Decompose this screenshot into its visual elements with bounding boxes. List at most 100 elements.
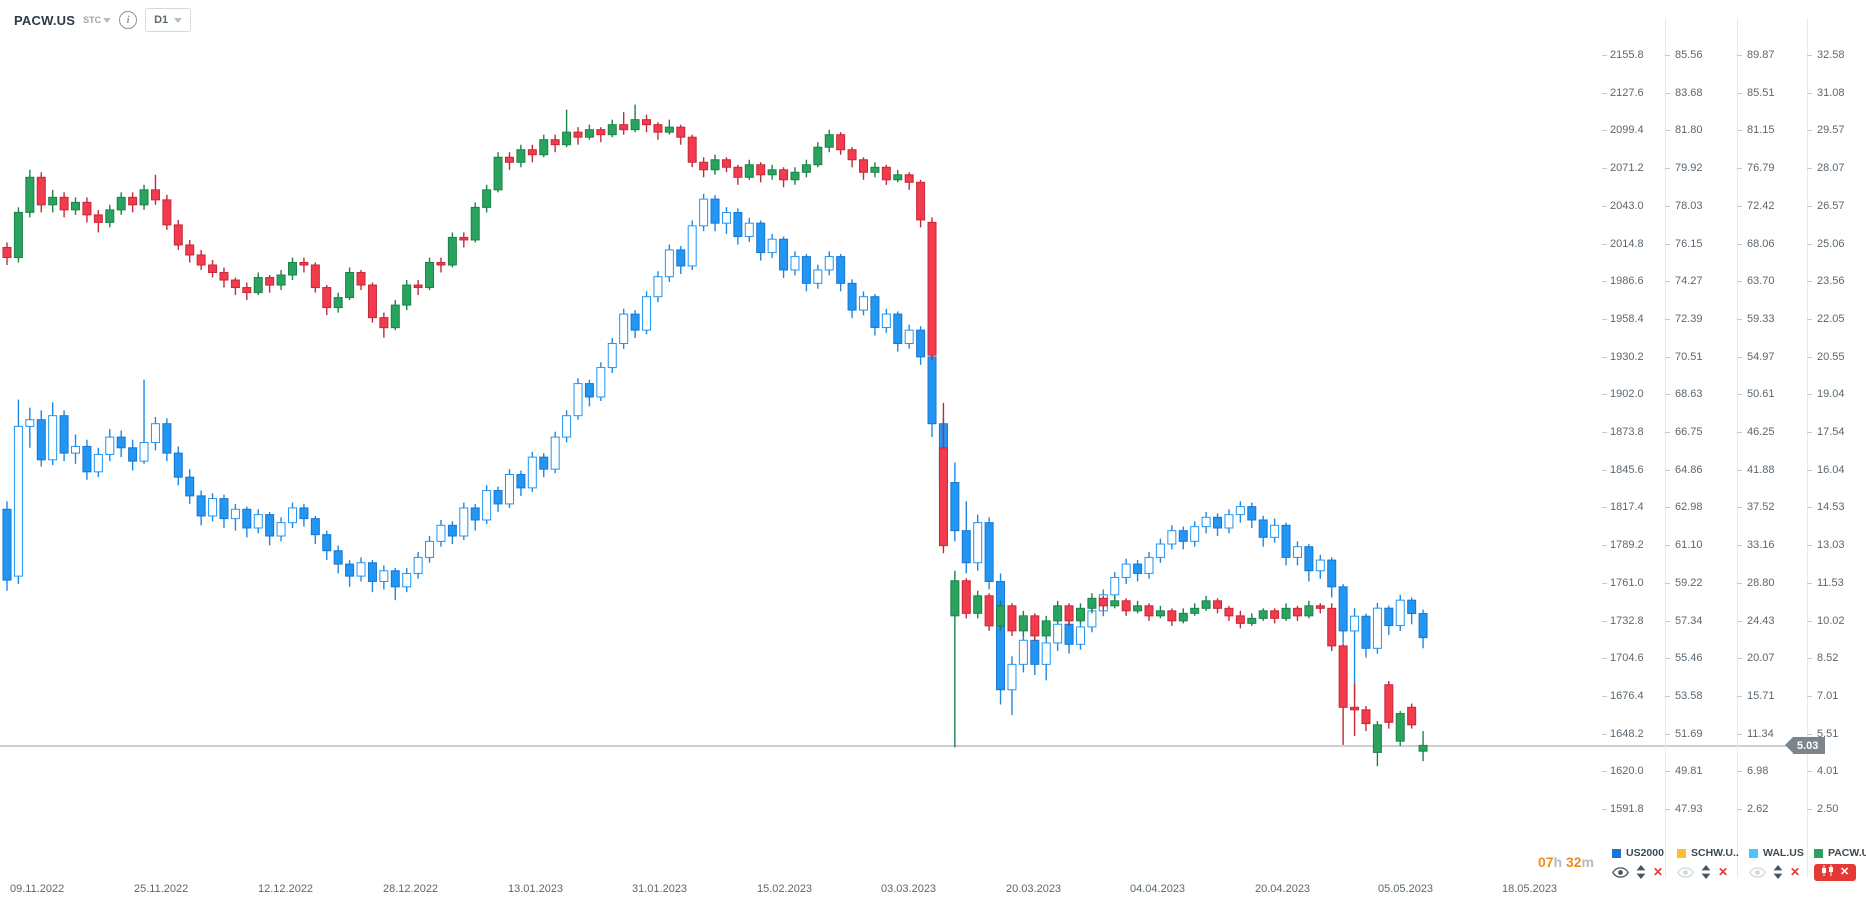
price-tick-mark [1602, 545, 1607, 547]
price-tick-label-wal: 85.51 [1747, 86, 1775, 99]
date-label: 20.04.2023 [1255, 883, 1311, 895]
candle-body [1270, 524, 1280, 538]
legend-item-schwu: SCHW.U.. ✕ [1677, 846, 1739, 880]
price-tick-mark [1737, 695, 1742, 697]
candle-body [676, 249, 686, 267]
scale-sort-icon[interactable] [1773, 865, 1783, 879]
candle-body [1281, 607, 1291, 619]
chart-header: PACW.US STC i D1 [14, 7, 192, 33]
candle-body [1224, 607, 1234, 617]
interval-dropdown[interactable]: D1 [145, 8, 192, 32]
candle-body [436, 524, 446, 542]
price-tick-label-wal: 68.06 [1747, 237, 1775, 250]
candle-body [1064, 605, 1074, 622]
remove-series-icon[interactable]: ✕ [1718, 865, 1729, 879]
candle-body [128, 196, 138, 206]
price-tick-mark [1807, 658, 1812, 660]
candle-body [710, 159, 720, 171]
price-tick-mark [1602, 92, 1607, 94]
price-tick-mark [1737, 55, 1742, 56]
price-tick-label-us2000: 1986.6 [1610, 275, 1644, 288]
price-tick-mark [1737, 545, 1742, 547]
candle-body [310, 264, 320, 289]
price-tick-mark [1737, 356, 1742, 358]
candle-body [139, 441, 149, 462]
price-tick-mark [1737, 281, 1742, 283]
visibility-eye-icon[interactable] [1677, 866, 1694, 879]
candle-body [996, 580, 1006, 691]
visibility-eye-icon[interactable] [1749, 866, 1766, 879]
candle-body [447, 524, 457, 537]
price-tick-mark [1602, 130, 1607, 132]
price-tick-mark [1602, 695, 1607, 697]
price-tick-mark [1807, 55, 1812, 56]
price-tick-label-wal: 89.87 [1747, 49, 1775, 61]
legend-item-controls: ✕ [1814, 863, 1866, 881]
price-tick-mark [1602, 620, 1607, 622]
candle-body [1167, 530, 1177, 545]
candle-body [459, 507, 469, 537]
candle-body [196, 254, 206, 266]
candle-body [25, 176, 35, 213]
price-tick-label-schw: 55.46 [1675, 652, 1703, 665]
candle-body [13, 425, 23, 577]
date-label: 20.03.2023 [1006, 883, 1062, 895]
price-tick-mark [1602, 582, 1607, 584]
candle-body [36, 176, 46, 206]
candle-body [425, 540, 435, 558]
date-label: 04.04.2023 [1130, 883, 1186, 895]
price-tick-label-pacw: 20.55 [1817, 350, 1845, 363]
main-symbol-badge[interactable]: ✕ [1814, 863, 1857, 881]
timer-minutes: 32 [1565, 854, 1582, 870]
candle-body [938, 447, 948, 547]
price-tick-label-pacw: 23.56 [1817, 275, 1845, 288]
candle-body [1304, 605, 1314, 617]
candle-body [322, 534, 332, 552]
price-tick-label-pacw: 19.04 [1817, 388, 1845, 401]
candle-body [721, 159, 731, 168]
legend-item-header: SCHW.U.. [1677, 846, 1739, 860]
candle-body [482, 189, 492, 208]
info-icon[interactable]: i [119, 11, 138, 29]
candle-body [219, 498, 229, 520]
candle-body [93, 214, 103, 223]
price-tick-label-schw: 61.10 [1675, 539, 1703, 552]
candle-body [973, 595, 983, 614]
date-label: 03.03.2023 [881, 883, 937, 895]
candle-body [470, 507, 480, 521]
remove-series-icon[interactable]: ✕ [1840, 865, 1850, 878]
candle-body [1213, 600, 1223, 609]
series-color-swatch [1814, 848, 1823, 858]
price-tick-label-us2000: 1648.2 [1610, 727, 1644, 740]
candle-body [493, 490, 503, 505]
scale-sort-icon[interactable] [1636, 865, 1646, 879]
price-tick-label-wal: 24.43 [1747, 614, 1775, 627]
candle-body [1144, 605, 1154, 617]
remove-series-icon[interactable]: ✕ [1790, 865, 1801, 879]
remove-series-icon[interactable]: ✕ [1653, 865, 1664, 879]
price-tick-mark [1602, 281, 1607, 283]
current-price-tag: 5.03 [1784, 737, 1826, 754]
price-tick-mark [1602, 168, 1607, 170]
candle-body [653, 276, 663, 298]
candle-body [276, 274, 286, 286]
price-tick-mark [1737, 243, 1742, 245]
price-tick-label-wal: 54.97 [1747, 350, 1775, 363]
candle-body [1030, 615, 1040, 637]
series-color-swatch [1612, 848, 1621, 858]
candle-body [1361, 709, 1371, 725]
price-tick-label-schw: 64.86 [1675, 463, 1703, 476]
candle-body [1053, 623, 1063, 644]
visibility-eye-icon[interactable] [1612, 866, 1629, 879]
price-tick-mark [1737, 809, 1742, 810]
price-tick-label-schw: 66.75 [1675, 426, 1703, 438]
scale-sort-icon[interactable] [1701, 865, 1711, 879]
price-tick-mark [1665, 658, 1670, 660]
market-selector[interactable]: STC [83, 15, 112, 25]
candle-body [345, 563, 355, 577]
candle-body [402, 572, 412, 588]
price-tick-label-pacw: 26.57 [1817, 199, 1845, 212]
price-tick-label-wal: 72.42 [1747, 199, 1775, 212]
price-tick-label-pacw: 29.57 [1817, 124, 1845, 137]
